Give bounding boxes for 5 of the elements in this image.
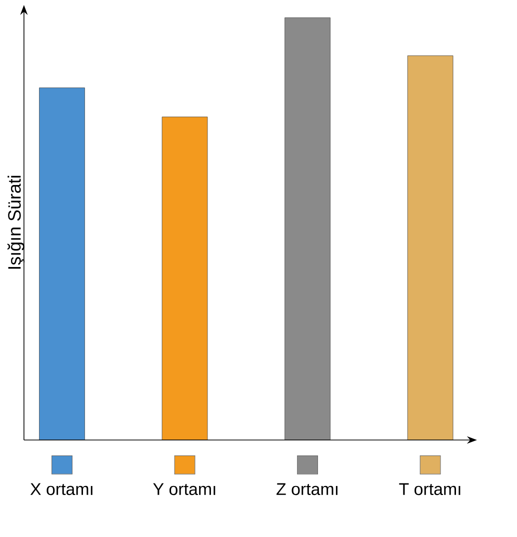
x-tick-label: T ortamı: [399, 483, 460, 496]
x-tick-label: X ortamı: [30, 483, 92, 496]
x-tick-label: Y ortamı: [153, 483, 216, 496]
y-axis-title: Işığın Sürati: [7, 176, 24, 269]
x-tick-label: Z ortamı: [276, 483, 338, 496]
